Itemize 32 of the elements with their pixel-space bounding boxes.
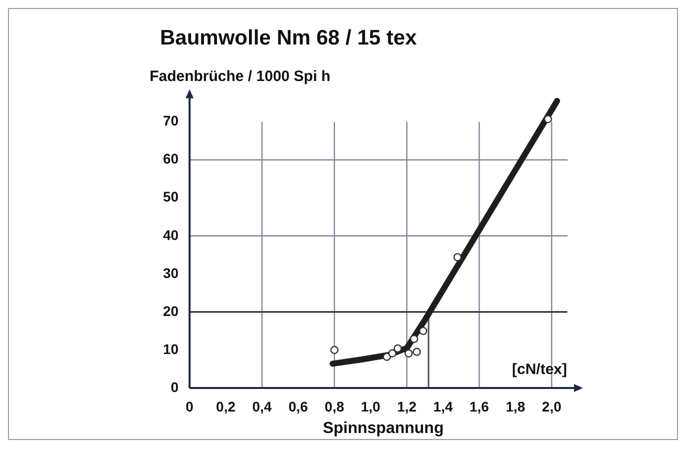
point (394, 344, 402, 353)
chart-title: Baumwolle Nm 68 / 15 tex (160, 26, 418, 50)
x-tick-label: 0,4 (252, 398, 272, 414)
x-tick-label: 0,8 (324, 398, 344, 414)
y-tick-label: 40 (162, 226, 179, 243)
point (330, 346, 339, 354)
x-tick-label: 1,2 (397, 398, 417, 414)
annotation: [cN/tex] (512, 361, 567, 378)
x-tick-label: 0,2 (216, 398, 236, 414)
point (404, 349, 413, 358)
y-tick-label: 70 (162, 112, 179, 129)
x-axis-title: Spinnspannung (322, 420, 444, 437)
y-tick-label: 0 (170, 378, 179, 395)
x-tick-label: 1,4 (433, 398, 453, 414)
x-tick-label: 1,0 (360, 398, 381, 414)
point (544, 115, 552, 124)
y-tick-label: 50 (162, 188, 179, 205)
x-tick-label: 2,0 (542, 398, 562, 414)
x-tick-label: 1,8 (506, 398, 526, 414)
point (410, 334, 418, 344)
point (388, 349, 396, 358)
y-tick-label: 20 (162, 302, 179, 319)
y-tick-label: 30 (162, 264, 179, 281)
x-tick-label: 0,6 (288, 398, 308, 414)
x-tick-label: 0 (186, 398, 194, 414)
x-tick-label: 1,6 (470, 398, 490, 414)
y-axis-title: Fadenbrüche / 1000 Spi h (150, 68, 330, 86)
point (419, 326, 428, 336)
y-tick-label: 60 (162, 150, 179, 167)
y-tick-label: 10 (162, 340, 179, 357)
point (412, 348, 421, 356)
point (453, 253, 462, 262)
